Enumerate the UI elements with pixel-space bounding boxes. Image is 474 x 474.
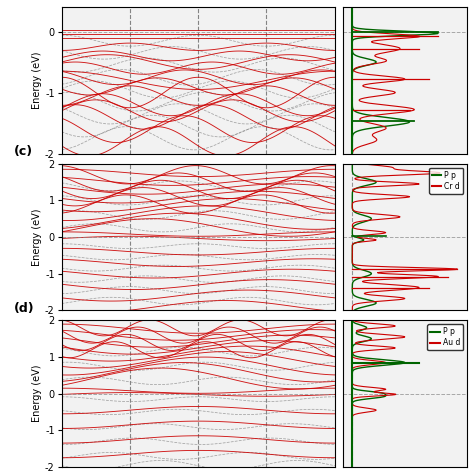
Legend: P p, Au d: P p, Au d bbox=[428, 324, 463, 350]
Text: (c): (c) bbox=[14, 145, 33, 158]
Legend: P p, Cr d: P p, Cr d bbox=[429, 168, 463, 193]
Y-axis label: Energy (eV): Energy (eV) bbox=[32, 208, 42, 266]
Text: (d): (d) bbox=[14, 301, 35, 315]
Y-axis label: Energy (eV): Energy (eV) bbox=[32, 52, 42, 109]
Y-axis label: Energy (eV): Energy (eV) bbox=[32, 365, 42, 422]
